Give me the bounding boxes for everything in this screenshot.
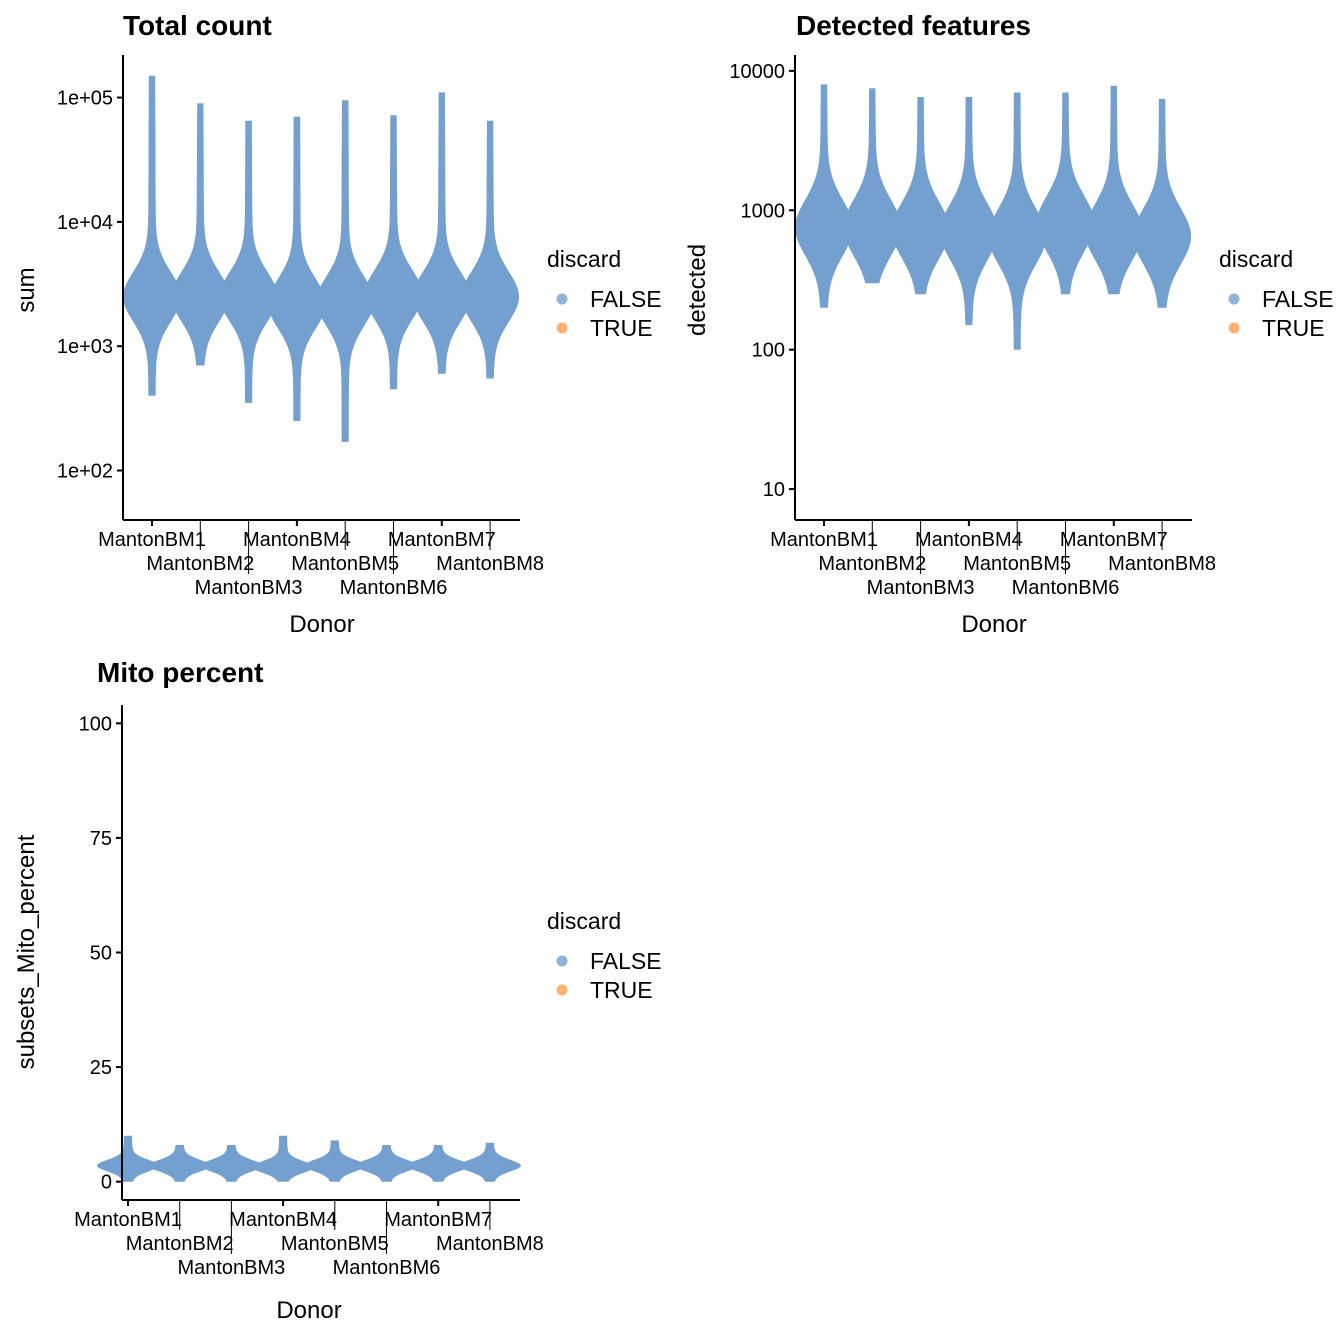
violin-false-MantonBM5 bbox=[988, 92, 1047, 350]
panel-title: Detected features bbox=[796, 10, 1031, 41]
violin-false-MantonBM6 bbox=[1036, 92, 1095, 295]
y-axis-label: subsets_Mito_percent bbox=[13, 834, 40, 1069]
violin-false-MantonBM8 bbox=[461, 120, 520, 379]
x-axis-label: Donor bbox=[289, 611, 354, 638]
violin-false-MantonBM4 bbox=[267, 116, 326, 422]
y-tick-label: 1e+02 bbox=[57, 461, 113, 483]
violin-false-MantonBM2 bbox=[843, 88, 902, 284]
x-tick-label: MantonBM1 bbox=[98, 529, 206, 551]
violin-false-MantonBM6 bbox=[355, 1145, 418, 1182]
y-tick-label: 10 bbox=[763, 479, 785, 501]
violin-false-MantonBM1 bbox=[97, 1135, 159, 1182]
panel-title: Total count bbox=[123, 10, 272, 41]
panel-detected-features: Detected features Donor detected discard… bbox=[684, 10, 1334, 638]
y-tick-label: 100 bbox=[79, 713, 112, 735]
x-tick-label: MantonBM6 bbox=[340, 577, 448, 599]
legend-label-true: TRUE bbox=[590, 977, 653, 1003]
legend-label-false: FALSE bbox=[590, 286, 662, 312]
x-tick-label: MantonBM4 bbox=[915, 529, 1023, 551]
x-tick-label: MantonBM5 bbox=[291, 553, 399, 575]
x-tick-label: MantonBM3 bbox=[177, 1257, 285, 1279]
x-tick-label: MantonBM5 bbox=[963, 553, 1071, 575]
panel-total-count: Total count Donor sum discard FALSE TRUE… bbox=[13, 10, 662, 638]
x-axis-label: Donor bbox=[961, 611, 1026, 638]
violin-false-MantonBM2 bbox=[148, 1145, 211, 1182]
x-tick-label: MantonBM3 bbox=[867, 577, 975, 599]
x-tick-label: MantonBM2 bbox=[126, 1233, 234, 1255]
violin-false-MantonBM7 bbox=[407, 1145, 470, 1182]
violin-false-MantonBM5 bbox=[303, 1140, 366, 1182]
legend-key-false bbox=[556, 955, 568, 967]
legend-title: discard bbox=[547, 908, 621, 934]
x-tick-label: MantonBM8 bbox=[1108, 553, 1216, 575]
x-tick-label: MantonBM7 bbox=[384, 1209, 492, 1231]
x-tick-label: MantonBM7 bbox=[1060, 529, 1168, 551]
y-tick-label: 25 bbox=[90, 1057, 112, 1079]
violin-false-MantonBM1 bbox=[123, 75, 181, 396]
violin-false-MantonBM7 bbox=[1084, 85, 1143, 295]
x-tick-label: MantonBM8 bbox=[436, 1233, 544, 1255]
legend-label-false: FALSE bbox=[590, 948, 662, 974]
y-tick-label: 1e+05 bbox=[57, 88, 113, 110]
x-tick-label: MantonBM1 bbox=[770, 529, 878, 551]
x-tick-label: MantonBM1 bbox=[74, 1209, 182, 1231]
legend-label-true: TRUE bbox=[590, 315, 653, 341]
legend-label-true: TRUE bbox=[1262, 315, 1325, 341]
x-tick-label: MantonBM6 bbox=[333, 1257, 441, 1279]
x-tick-label: MantonBM4 bbox=[243, 529, 351, 551]
violin-false-MantonBM6 bbox=[364, 115, 423, 390]
y-tick-label: 1e+04 bbox=[57, 212, 113, 234]
violin-false-MantonBM3 bbox=[219, 120, 278, 403]
x-tick-label: MantonBM8 bbox=[436, 553, 544, 575]
violin-false-MantonBM7 bbox=[412, 92, 471, 374]
y-tick-label: 1e+03 bbox=[57, 336, 113, 358]
legend-key-true bbox=[556, 322, 568, 334]
x-tick-label: MantonBM4 bbox=[229, 1209, 337, 1231]
plot-area bbox=[795, 84, 1192, 350]
violin-false-MantonBM8 bbox=[458, 1142, 521, 1182]
y-tick-label: 50 bbox=[90, 943, 112, 965]
violin-false-MantonBM3 bbox=[891, 97, 950, 295]
plot-area bbox=[97, 1135, 521, 1182]
x-tick-label: MantonBM6 bbox=[1012, 577, 1120, 599]
x-tick-label: MantonBM5 bbox=[281, 1233, 389, 1255]
legend-key-true bbox=[1228, 322, 1240, 334]
violin-false-MantonBM5 bbox=[316, 100, 375, 442]
x-tick-label: MantonBM3 bbox=[195, 577, 303, 599]
y-tick-label: 10000 bbox=[729, 61, 785, 83]
violin-false-MantonBM8 bbox=[1133, 98, 1192, 308]
violin-false-MantonBM2 bbox=[171, 103, 230, 366]
y-axis-label: sum bbox=[13, 267, 40, 312]
x-tick-label: MantonBM2 bbox=[818, 553, 926, 575]
legend-key-false bbox=[1228, 293, 1240, 305]
y-axis-label: detected bbox=[684, 244, 711, 336]
y-tick-label: 1000 bbox=[741, 200, 786, 222]
y-tick-label: 75 bbox=[90, 828, 112, 850]
x-tick-label: MantonBM2 bbox=[146, 553, 254, 575]
legend-label-false: FALSE bbox=[1262, 286, 1334, 312]
x-tick-label: MantonBM7 bbox=[388, 529, 496, 551]
legend-key-false bbox=[556, 293, 568, 305]
violin-false-MantonBM1 bbox=[795, 84, 853, 308]
violin-false-MantonBM3 bbox=[200, 1145, 263, 1182]
y-tick-label: 0 bbox=[101, 1172, 112, 1194]
legend-key-true bbox=[556, 984, 568, 996]
plot-area bbox=[123, 75, 520, 442]
legend-title: discard bbox=[1219, 246, 1293, 272]
violin-false-MantonBM4 bbox=[939, 97, 998, 326]
y-tick-label: 100 bbox=[752, 340, 785, 362]
x-axis-label: Donor bbox=[276, 1297, 341, 1324]
violin-false-MantonBM4 bbox=[252, 1135, 315, 1182]
legend-title: discard bbox=[547, 246, 621, 272]
panel-mito-percent: Mito percent Donor subsets_Mito_percent … bbox=[13, 657, 662, 1324]
panel-title: Mito percent bbox=[97, 657, 263, 688]
